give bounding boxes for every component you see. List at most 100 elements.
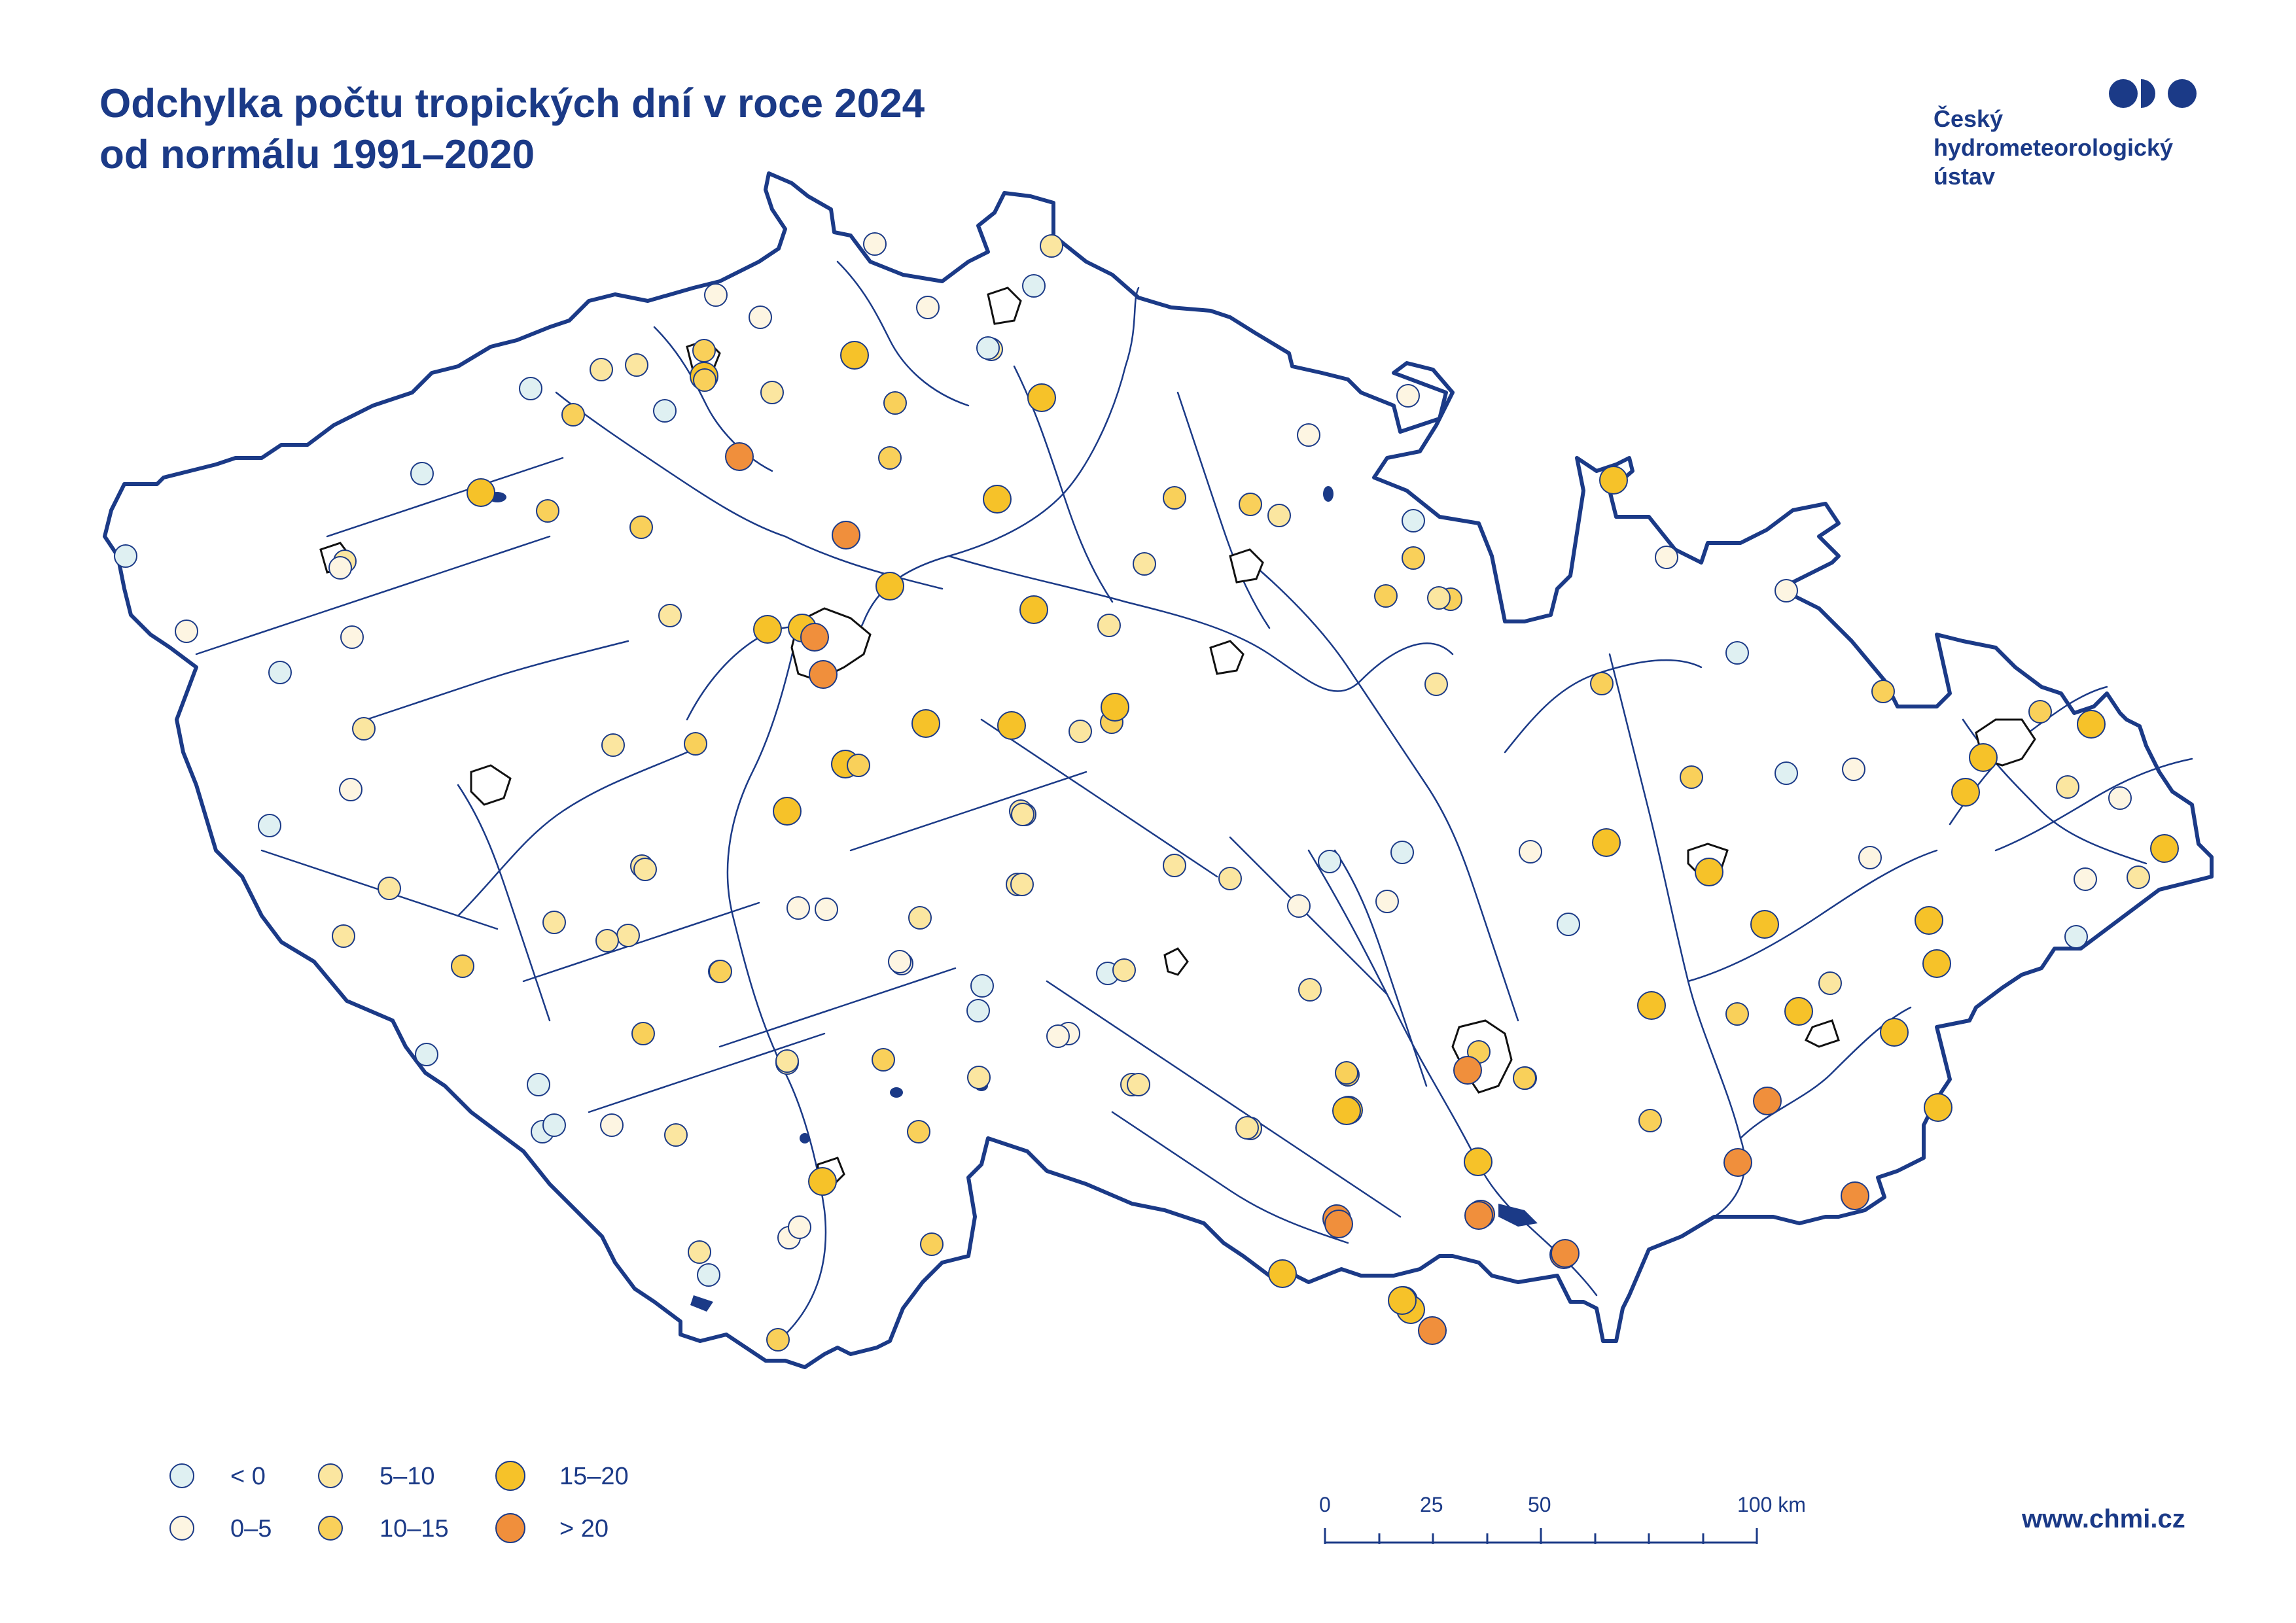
station-marker xyxy=(872,1048,895,1072)
station-marker xyxy=(840,341,869,370)
station-marker xyxy=(664,1123,688,1147)
scale-label-50: 50 xyxy=(1528,1493,1551,1516)
map-title: Odchylka počtu tropických dní v roce 202… xyxy=(99,79,925,181)
station-marker xyxy=(1424,672,1448,696)
station-marker xyxy=(1590,672,1614,695)
station-marker xyxy=(1335,1061,1358,1085)
station-marker xyxy=(967,1066,991,1089)
station-marker xyxy=(1235,1116,1259,1140)
station-marker xyxy=(352,717,376,741)
station-marker xyxy=(1163,854,1186,877)
station-marker xyxy=(753,615,782,644)
station-marker xyxy=(340,625,364,649)
station-marker xyxy=(1750,910,1779,939)
country-border xyxy=(103,171,2214,1369)
station-marker xyxy=(1297,423,1320,447)
station-marker xyxy=(775,1049,799,1073)
legend-label-5-10: 5–10 xyxy=(380,1463,435,1490)
legend-label-0-5: 0–5 xyxy=(230,1515,272,1543)
station-marker xyxy=(863,232,887,256)
station-marker xyxy=(1871,680,1895,703)
station-marker xyxy=(875,572,904,601)
station-marker xyxy=(1775,761,1798,785)
station-marker xyxy=(625,353,648,377)
station-marker xyxy=(633,858,657,881)
station-marker xyxy=(590,358,613,381)
station-marker xyxy=(542,1113,566,1137)
station-marker xyxy=(410,462,434,485)
station-marker xyxy=(451,954,474,978)
station-marker xyxy=(1127,1073,1150,1096)
station-marker xyxy=(1723,1148,1752,1177)
title-line-1: Odchylka počtu tropických dní v roce 202… xyxy=(99,81,925,126)
legend-label-gt20: > 20 xyxy=(559,1515,609,1543)
station-marker xyxy=(601,733,625,757)
station-marker xyxy=(1858,846,1882,869)
station-marker xyxy=(1011,803,1034,826)
station-marker xyxy=(658,604,682,627)
legend-symbols xyxy=(169,1461,525,1543)
legend-symbol-0-5 xyxy=(169,1516,194,1541)
station-marker xyxy=(688,1240,711,1264)
station-marker xyxy=(600,1113,624,1137)
station-marker xyxy=(709,960,732,983)
station-marker xyxy=(328,556,352,580)
stations xyxy=(114,232,2179,1352)
station-marker xyxy=(800,623,829,652)
station-marker xyxy=(808,1167,837,1196)
station-marker xyxy=(1218,867,1242,890)
station-marker xyxy=(970,974,994,998)
station-marker xyxy=(1464,1201,1493,1230)
station-marker xyxy=(1267,504,1291,527)
station-marker xyxy=(1010,873,1034,896)
station-marker xyxy=(268,661,292,684)
station-marker xyxy=(1022,274,1046,298)
station-marker xyxy=(2077,710,2106,739)
station-marker xyxy=(629,515,653,539)
station-marker xyxy=(1464,1147,1492,1176)
website-link[interactable]: www.chmi.cz xyxy=(2022,1505,2185,1533)
station-marker xyxy=(653,399,677,423)
station-marker xyxy=(883,391,907,415)
logo-line-1: Český xyxy=(1934,105,2004,132)
station-marker xyxy=(815,898,838,921)
station-marker xyxy=(1680,765,1703,789)
station-marker xyxy=(832,521,860,550)
station-marker xyxy=(1112,958,1136,982)
station-marker xyxy=(339,778,362,801)
station-marker xyxy=(1775,579,1798,602)
legend-label-10-15: 10–15 xyxy=(380,1515,449,1543)
station-marker xyxy=(2127,865,2150,889)
station-marker xyxy=(536,499,559,523)
station-marker xyxy=(114,544,137,568)
station-marker xyxy=(1841,1181,1869,1210)
station-marker xyxy=(809,660,838,689)
station-marker xyxy=(1318,850,1341,873)
station-marker xyxy=(175,620,198,643)
station-marker xyxy=(1725,641,1749,665)
station-marker xyxy=(2108,786,2132,810)
station-marker xyxy=(1818,971,1842,995)
scale-label-100km: 100 km xyxy=(1737,1493,1806,1516)
station-marker xyxy=(760,381,784,404)
station-marker xyxy=(1163,486,1186,510)
station-marker xyxy=(1557,913,1580,936)
station-marker xyxy=(1390,841,1414,864)
logo-line-2: hydrometeorologický xyxy=(1934,134,2174,161)
station-marker xyxy=(1388,1286,1417,1315)
station-marker xyxy=(1513,1066,1536,1090)
station-marker xyxy=(888,950,911,973)
station-marker xyxy=(1753,1087,1782,1115)
station-marker xyxy=(467,478,495,507)
station-marker xyxy=(378,877,401,900)
station-marker xyxy=(1695,858,1723,886)
station-marker xyxy=(1592,828,1621,857)
logo-line-3: ústav xyxy=(1934,163,1996,190)
station-marker xyxy=(1239,493,1262,516)
chmi-logo-text: Český hydrometeorologický ústav xyxy=(1934,105,2173,191)
scale-label-0: 0 xyxy=(1319,1493,1331,1516)
station-marker xyxy=(1427,586,1451,610)
station-marker xyxy=(916,296,940,319)
scale-label-25: 25 xyxy=(1420,1493,1443,1516)
station-marker xyxy=(693,368,716,392)
